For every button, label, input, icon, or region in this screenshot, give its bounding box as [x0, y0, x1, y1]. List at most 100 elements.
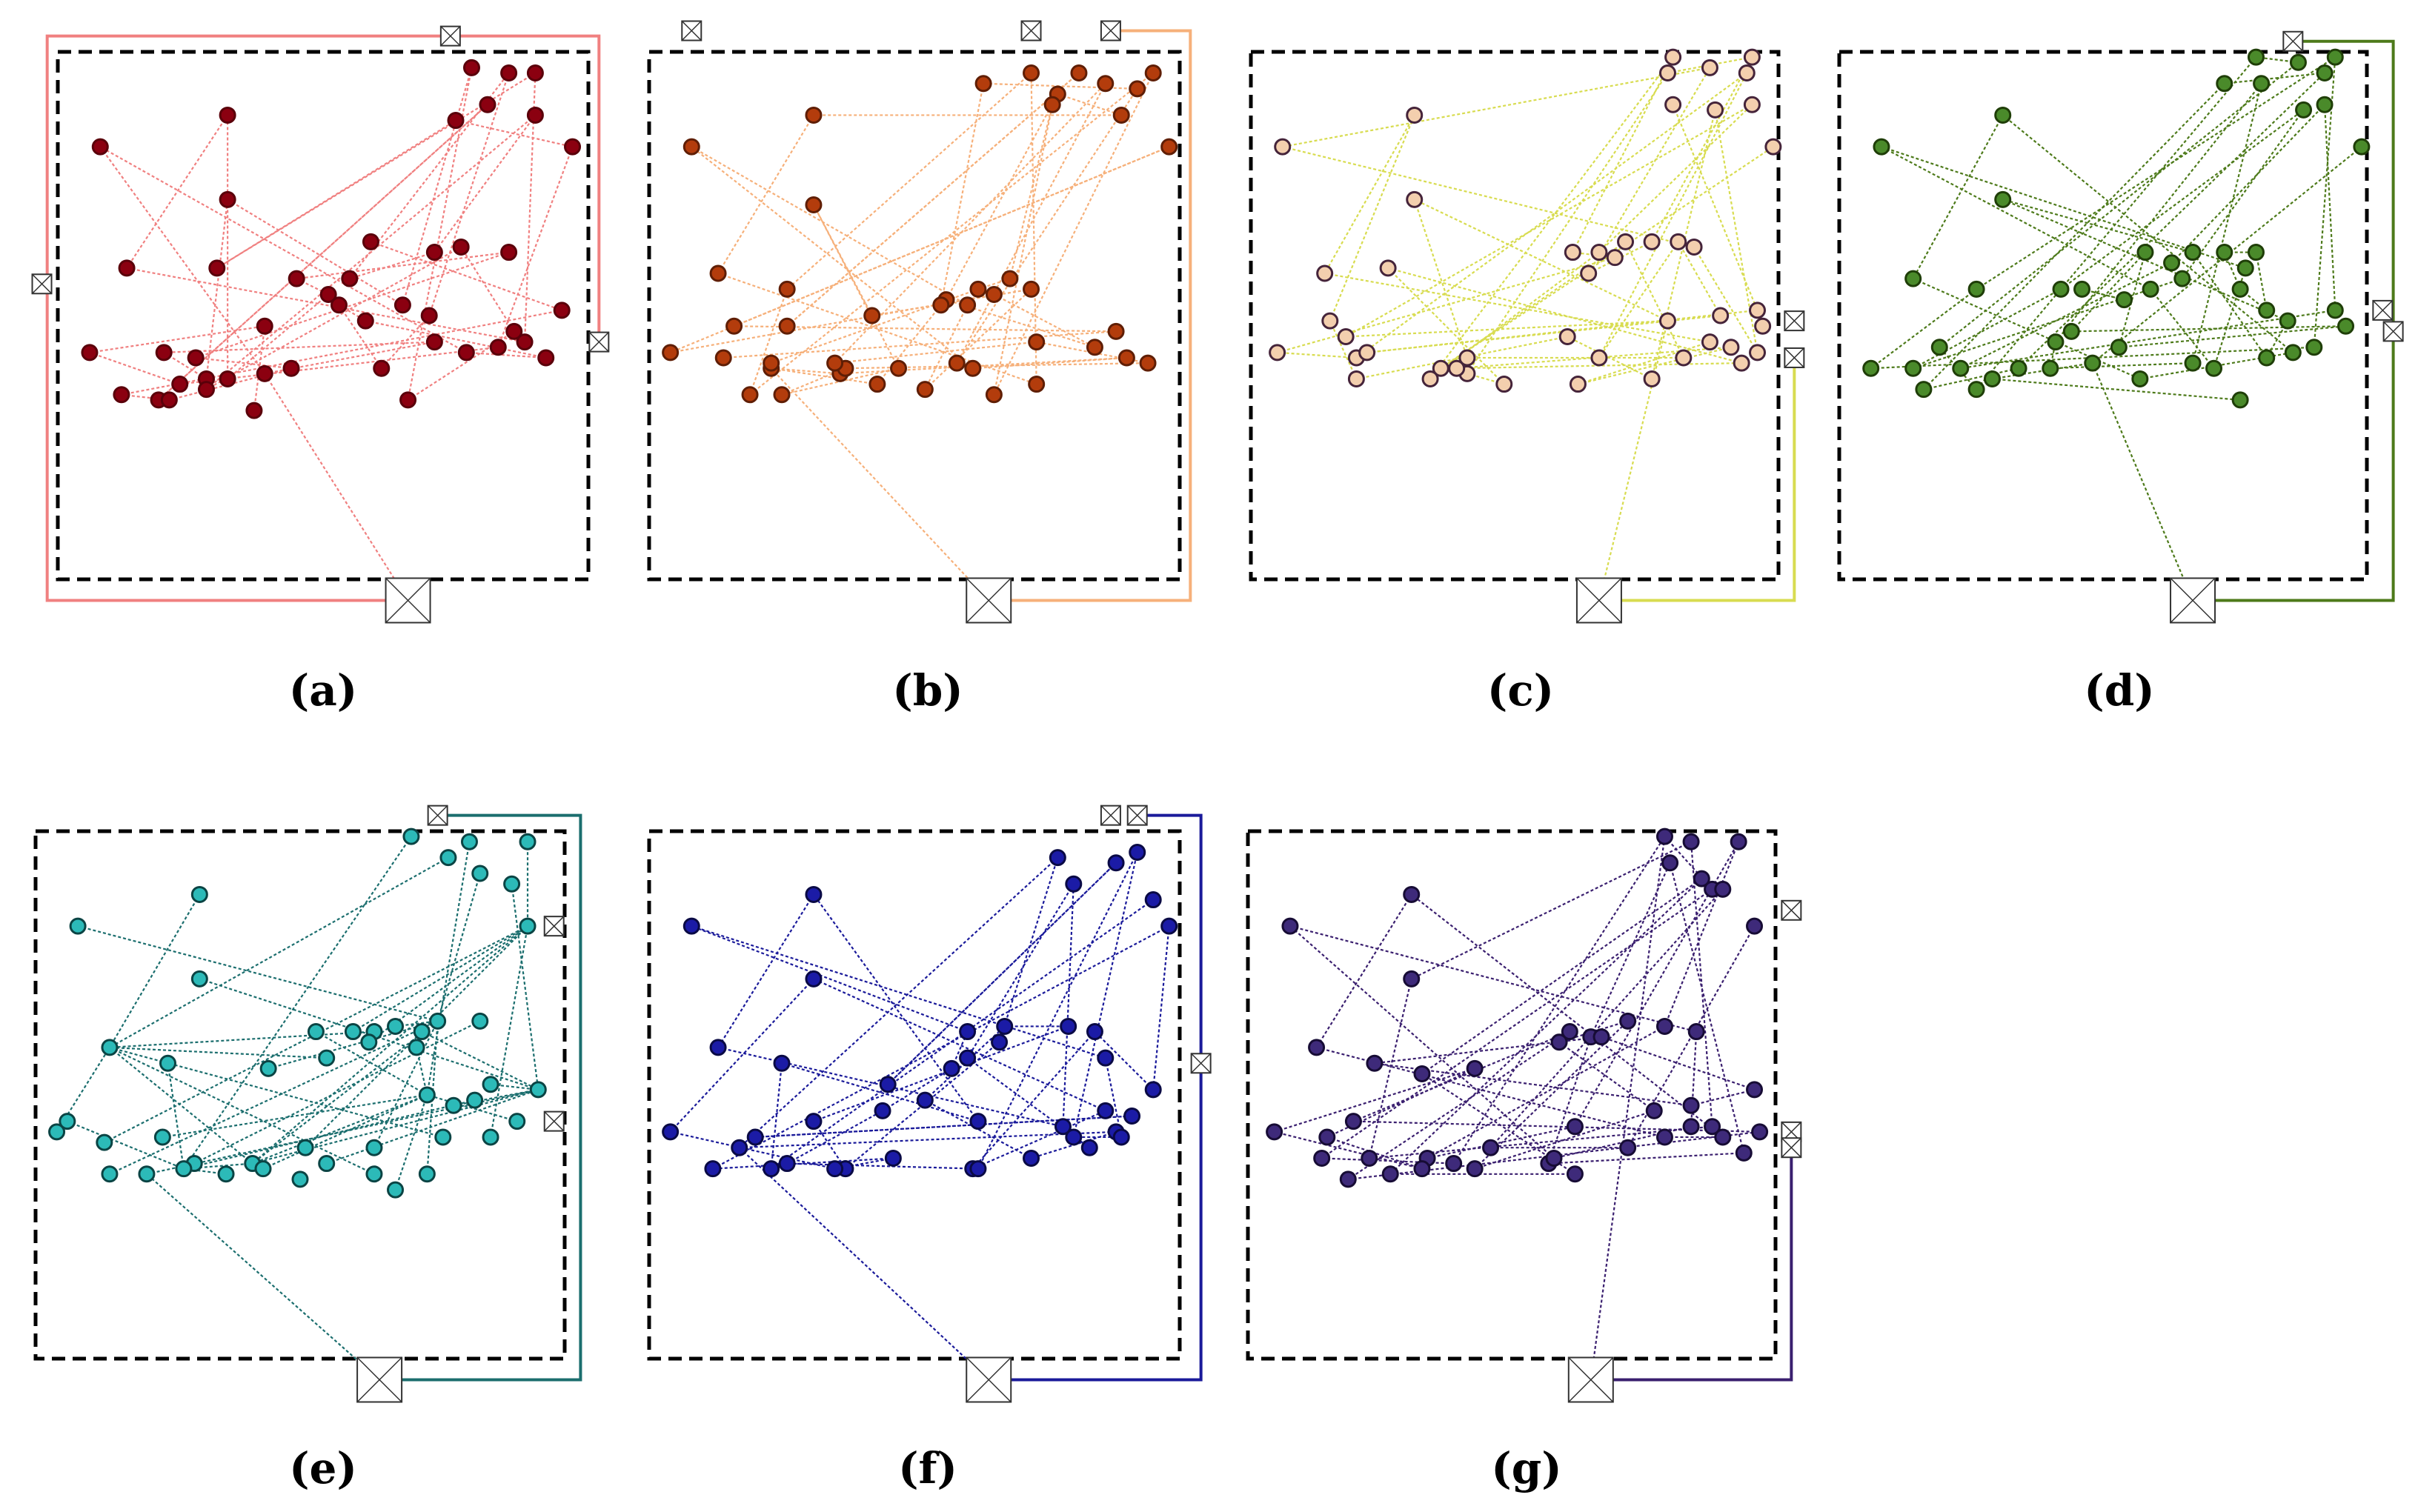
- task-node: [1347, 370, 1365, 387]
- route-edge: [977, 851, 1138, 1170]
- route-edge: [1366, 309, 1758, 353]
- task-node: [1339, 1170, 1357, 1188]
- route-edge: [1548, 1152, 1744, 1165]
- task-node: [254, 1160, 272, 1178]
- route-edge: [1489, 888, 1724, 1148]
- task-node: [1445, 1155, 1463, 1173]
- task-node: [1670, 233, 1687, 250]
- task-node: [1592, 1028, 1610, 1046]
- route-edge: [67, 1120, 185, 1170]
- route-edge: [183, 1020, 481, 1170]
- task-node: [526, 64, 544, 81]
- task-node: [1743, 48, 1761, 66]
- route-edge: [2191, 83, 2262, 364]
- route-edge: [315, 1030, 428, 1096]
- task-node: [362, 233, 379, 250]
- task-node: [1655, 1017, 1673, 1035]
- route-edge: [434, 114, 537, 253]
- task-node: [2142, 280, 2159, 298]
- panel-b: (b): [647, 20, 1192, 716]
- charge-station-icon: [1575, 577, 1622, 624]
- task-node: [1117, 349, 1135, 367]
- charge-station-icon: [966, 577, 1012, 624]
- task-node: [1655, 1128, 1673, 1146]
- route-edge: [1598, 72, 1748, 359]
- route-edge: [426, 842, 471, 1096]
- route-edge: [1651, 110, 1716, 379]
- transit-route-1: [450, 34, 601, 342]
- caption-b: (b): [892, 665, 963, 716]
- route-edge: [812, 204, 873, 316]
- route-edge: [1992, 378, 2241, 402]
- task-node: [682, 917, 700, 935]
- route-edge: [109, 1046, 444, 1139]
- task-node: [1751, 1123, 1769, 1141]
- task-node: [863, 307, 881, 324]
- route-edge: [1572, 56, 1674, 253]
- route-edge: [1062, 884, 1075, 1127]
- task-node: [1606, 249, 1624, 267]
- task-node: [778, 1155, 796, 1173]
- depot-1-icon: [681, 20, 703, 41]
- task-node: [425, 333, 443, 351]
- task-node: [1619, 1012, 1637, 1030]
- task-node: [2216, 244, 2233, 262]
- route-edge: [770, 1063, 783, 1169]
- task-node: [101, 1039, 119, 1056]
- route-edge: [734, 325, 1117, 333]
- workspace-boundary: [33, 829, 567, 1361]
- route-edge: [1960, 309, 2336, 370]
- task-node: [1129, 843, 1146, 861]
- task-node: [482, 1076, 499, 1093]
- task-node: [1983, 370, 2001, 387]
- route-edge: [466, 351, 546, 359]
- route-edge: [2002, 114, 2294, 353]
- task-node: [1746, 917, 1764, 935]
- panel-f: (f): [647, 805, 1212, 1493]
- task-node: [1675, 349, 1693, 367]
- route-edge: [1347, 1030, 1570, 1180]
- task-node: [482, 1128, 499, 1146]
- task-node: [153, 1128, 171, 1146]
- task-node: [826, 1160, 844, 1178]
- task-node: [489, 339, 507, 356]
- task-node: [445, 1096, 462, 1114]
- task-node: [763, 1160, 780, 1178]
- task-node: [1086, 1023, 1103, 1041]
- route-edge: [89, 351, 181, 385]
- task-node: [508, 1113, 526, 1130]
- task-node: [2305, 339, 2323, 356]
- task-node: [1743, 96, 1761, 113]
- route-edge: [216, 119, 456, 269]
- task-node: [1558, 327, 1576, 345]
- route-edge: [669, 978, 814, 1133]
- task-node: [1749, 344, 1767, 362]
- route-edge: [104, 925, 528, 1144]
- route-edge: [380, 315, 431, 369]
- task-node: [387, 1017, 405, 1035]
- task-node: [1735, 1144, 1753, 1162]
- route-edge: [158, 104, 488, 401]
- task-node: [1682, 1118, 1700, 1136]
- task-node: [2110, 339, 2128, 356]
- task-node: [2136, 244, 2154, 262]
- route-edge: [712, 1157, 894, 1170]
- route-edge: [877, 304, 942, 385]
- task-node: [826, 354, 844, 372]
- route-edge: [2313, 57, 2336, 347]
- route-edge: [77, 925, 438, 1022]
- route-edge: [691, 146, 974, 370]
- route-edge: [1282, 67, 1710, 148]
- route-edge: [1651, 56, 1753, 242]
- task-node: [1049, 849, 1066, 867]
- route-edge: [1352, 1030, 1570, 1122]
- workspace-boundary: [1246, 829, 1778, 1361]
- transit-route-0: [1590, 1148, 1793, 1382]
- route-edge: [1669, 862, 1745, 1153]
- task-node: [1566, 1118, 1584, 1136]
- task-node: [434, 1128, 452, 1146]
- task-node: [460, 833, 478, 850]
- route-edge: [1387, 267, 1505, 385]
- route-edge: [1355, 72, 1747, 359]
- task-node: [2247, 48, 2265, 66]
